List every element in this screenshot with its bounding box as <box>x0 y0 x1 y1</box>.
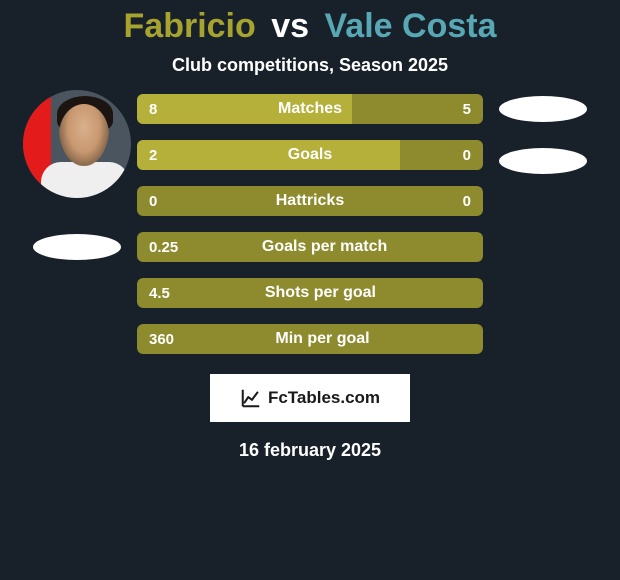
stat-bar-labels: 8Matches5 <box>137 94 483 124</box>
stat-bar-labels: 360Min per goal <box>137 324 483 354</box>
stat-value-left: 0 <box>149 193 157 210</box>
player1-team-badge <box>33 234 121 260</box>
stat-value-right: 5 <box>463 101 471 118</box>
stat-value-left: 2 <box>149 147 157 164</box>
stat-value-right: 0 <box>463 193 471 210</box>
logo-text: FcTables.com <box>268 388 380 408</box>
stat-value-left: 4.5 <box>149 285 170 302</box>
stat-metric: Matches <box>157 100 462 118</box>
stat-bar-labels: 4.5Shots per goal <box>137 278 483 308</box>
stat-bar: 0Hattricks0 <box>137 186 483 216</box>
stat-bar: 0.25Goals per match <box>137 232 483 262</box>
stat-metric: Goals <box>157 146 462 164</box>
page-title: Fabricio vs Vale Costa <box>124 8 497 45</box>
stat-bar: 8Matches5 <box>137 94 483 124</box>
left-player-column <box>17 94 137 260</box>
stat-bar: 360Min per goal <box>137 324 483 354</box>
main-row: 8Matches52Goals00Hattricks00.25Goals per… <box>0 94 620 354</box>
stat-metric: Hattricks <box>157 192 462 210</box>
player2-team-badge <box>499 148 587 174</box>
stat-bar-labels: 0Hattricks0 <box>137 186 483 216</box>
stat-value-left: 8 <box>149 101 157 118</box>
fctables-logo: FcTables.com <box>210 374 410 422</box>
player1-avatar <box>23 90 131 198</box>
player2-avatar-placeholder <box>499 96 587 122</box>
stat-bar-labels: 2Goals0 <box>137 140 483 170</box>
stat-value-right: 0 <box>463 147 471 164</box>
subtitle: Club competitions, Season 2025 <box>172 55 448 76</box>
stat-bar: 4.5Shots per goal <box>137 278 483 308</box>
stat-metric: Min per goal <box>174 330 471 348</box>
title-player2: Vale Costa <box>325 7 497 45</box>
stat-bar-labels: 0.25Goals per match <box>137 232 483 262</box>
date: 16 february 2025 <box>239 440 381 461</box>
title-player1: Fabricio <box>124 7 256 45</box>
stat-value-left: 0.25 <box>149 239 178 256</box>
chart-icon <box>240 387 262 409</box>
right-player-column <box>483 94 603 174</box>
stat-value-left: 360 <box>149 331 174 348</box>
stat-bar: 2Goals0 <box>137 140 483 170</box>
stat-bars: 8Matches52Goals00Hattricks00.25Goals per… <box>137 94 483 354</box>
title-vs: vs <box>271 7 309 45</box>
stat-metric: Shots per goal <box>170 284 471 302</box>
stat-metric: Goals per match <box>178 238 471 256</box>
